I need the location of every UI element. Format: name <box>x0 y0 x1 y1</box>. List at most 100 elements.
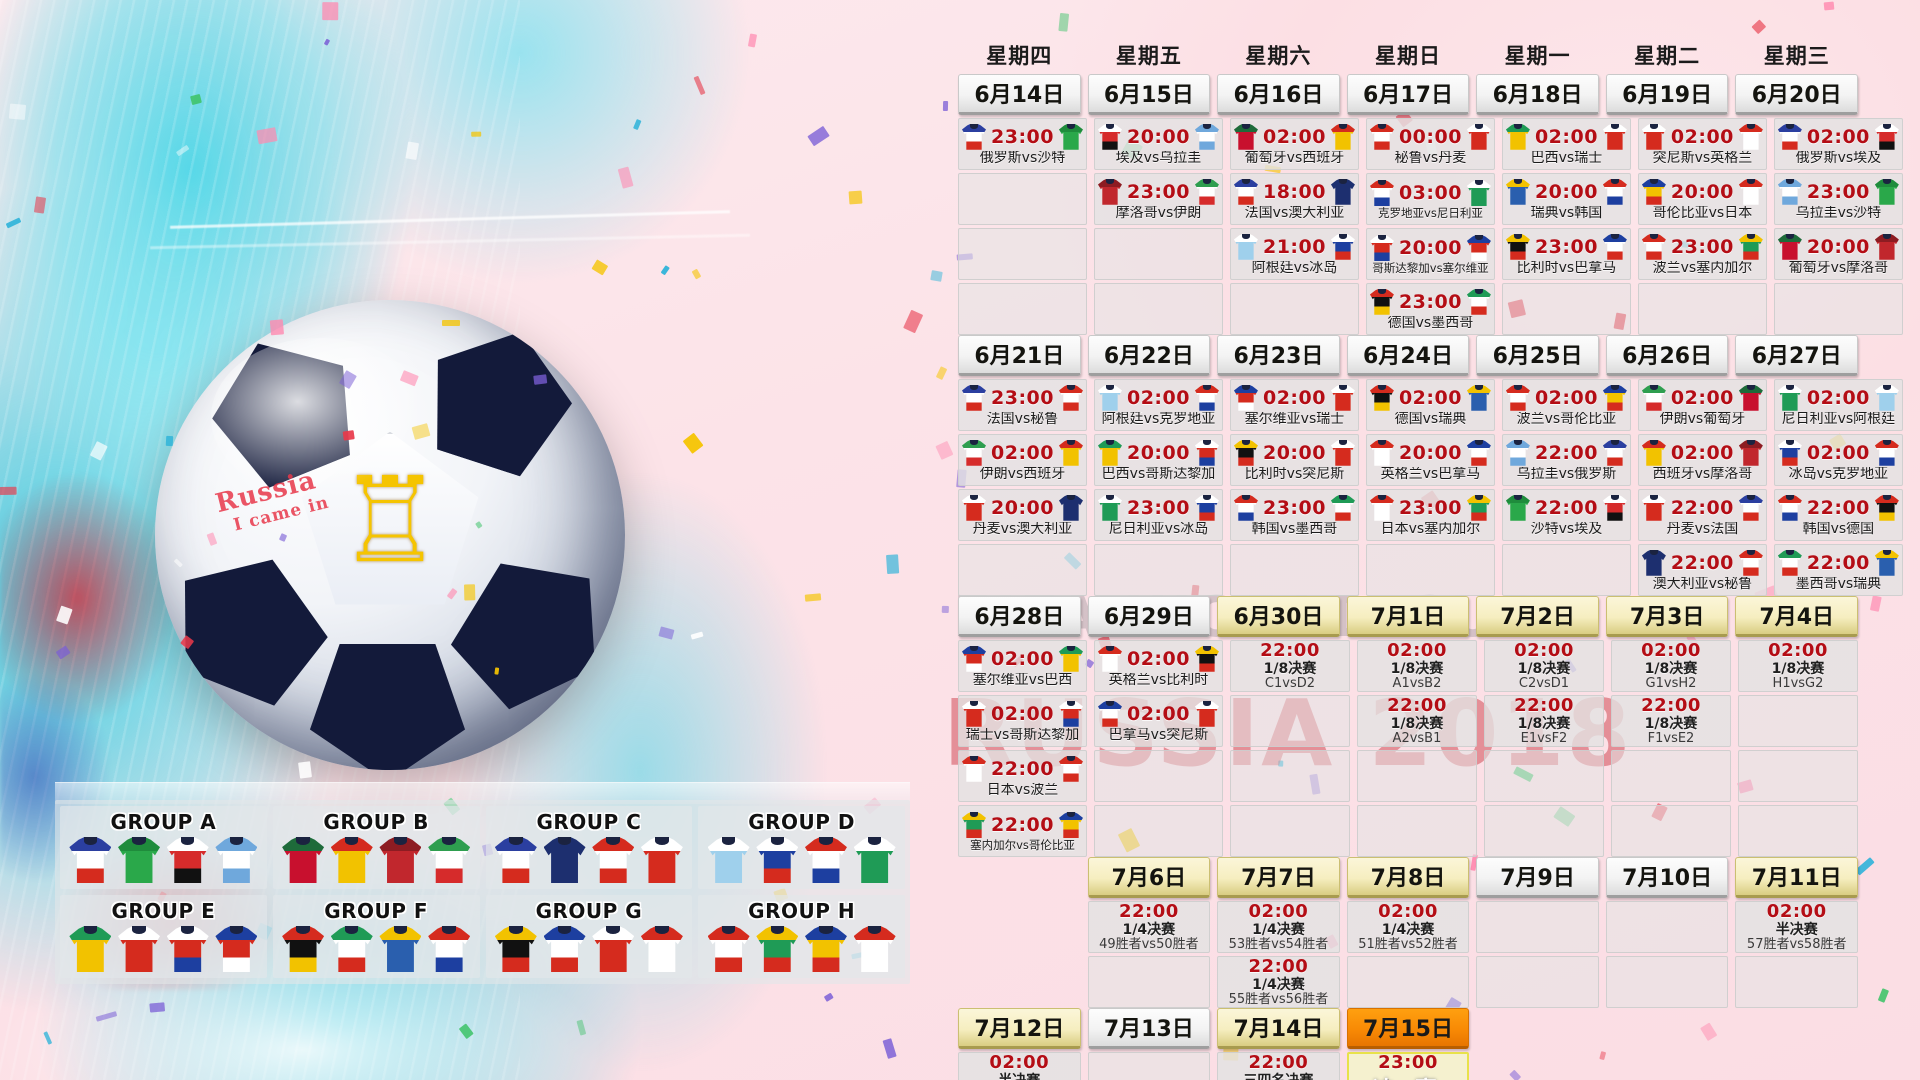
match-card[interactable]: 20:00 葡萄牙vs摩洛哥 <box>1773 228 1903 280</box>
match-card[interactable]: 22:00 韩国vs德国 <box>1773 489 1903 541</box>
match-card[interactable]: 22:00 日本vs波兰 <box>958 750 1087 802</box>
date-header-7月12日[interactable]: 7月12日 <box>958 1008 1081 1049</box>
date-header-6月18日[interactable]: 6月18日 <box>1476 74 1599 115</box>
date-header-6月25日[interactable]: 6月25日 <box>1476 335 1599 376</box>
match-card[interactable]: 22:00 1/8决赛 F1vsE2 <box>1610 695 1731 747</box>
match-card[interactable]: 02:00 俄罗斯vs埃及 <box>1773 118 1903 170</box>
date-header-7月10日[interactable]: 7月10日 <box>1605 857 1729 898</box>
match-card[interactable]: 20:00 英格兰vs巴拿马 <box>1365 434 1495 486</box>
match-card[interactable]: 22:00 丹麦vs法国 <box>1637 489 1767 541</box>
match-card[interactable]: 02:00 葡萄牙vs西班牙 <box>1229 118 1359 170</box>
match-card[interactable]: 02:00 1/4决赛 51胜者vs52胜者 <box>1346 901 1470 953</box>
match-card[interactable]: 22:00 1/8决赛 A2vsB1 <box>1356 695 1477 747</box>
match-card[interactable]: 22:00 澳大利亚vs秘鲁 <box>1637 544 1767 596</box>
match-card[interactable]: 20:00 埃及vs乌拉圭 <box>1093 118 1223 170</box>
match-card[interactable]: 02:00 尼日利亚vs阿根廷 <box>1773 379 1903 431</box>
match-card[interactable]: 02:00 英格兰vs比利时 <box>1093 640 1223 692</box>
match-card[interactable]: 02:00 伊朗vs葡萄牙 <box>1637 379 1767 431</box>
date-header-7月1日[interactable]: 7月1日 <box>1346 596 1470 637</box>
match-card[interactable]: 02:00 瑞士vs哥斯达黎加 <box>958 695 1087 747</box>
date-header-6月22日[interactable]: 6月22日 <box>1087 335 1211 376</box>
date-header-6月30日[interactable]: 6月30日 <box>1217 596 1340 637</box>
date-header-7月14日[interactable]: 7月14日 <box>1217 1008 1340 1049</box>
match-card[interactable]: 02:00 突尼斯vs英格兰 <box>1637 118 1767 170</box>
match-card[interactable]: 02:00 德国vs瑞典 <box>1365 379 1495 431</box>
date-header-6月15日[interactable]: 6月15日 <box>1087 74 1211 115</box>
date-header-6月21日[interactable]: 6月21日 <box>958 335 1081 376</box>
match-card[interactable]: 23:00 尼日利亚vs冰岛 <box>1093 489 1223 541</box>
group-box-group-b[interactable]: GROUP B <box>272 806 480 889</box>
match-card[interactable]: 20:00 比利时vs突尼斯 <box>1229 434 1359 486</box>
match-card[interactable]: 23:00 日本vs塞内加尔 <box>1365 489 1495 541</box>
match-card[interactable]: 22:00 1/8决赛 E1vsF2 <box>1483 695 1604 747</box>
match-card[interactable]: 00:00 秘鲁vs丹麦 <box>1365 118 1495 170</box>
match-card[interactable]: 02:00 西班牙vs摩洛哥 <box>1637 434 1767 486</box>
date-header-7月6日[interactable]: 7月6日 <box>1087 857 1211 898</box>
match-card[interactable]: 23:00决 赛 <box>1346 1052 1470 1080</box>
date-header-6月24日[interactable]: 6月24日 <box>1346 335 1470 376</box>
date-header-7月2日[interactable]: 7月2日 <box>1476 596 1599 637</box>
match-card[interactable]: 18:00 法国vs澳大利亚 <box>1229 173 1359 225</box>
match-card[interactable]: 02:00 1/8决赛 G1vsH2 <box>1610 640 1731 692</box>
match-card[interactable]: 23:00 比利时vs巴拿马 <box>1501 228 1631 280</box>
match-card[interactable]: 02:00 阿根廷vs克罗地亚 <box>1093 379 1223 431</box>
match-card[interactable]: 20:00 巴西vs哥斯达黎加 <box>1093 434 1223 486</box>
match-card[interactable]: 20:00 瑞典vs韩国 <box>1501 173 1631 225</box>
date-header-7月4日[interactable]: 7月4日 <box>1735 596 1858 637</box>
date-header-6月27日[interactable]: 6月27日 <box>1735 335 1858 376</box>
group-box-group-c[interactable]: GROUP C <box>485 806 693 889</box>
match-card[interactable]: 22:00 乌拉圭vs俄罗斯 <box>1501 434 1631 486</box>
date-header-7月8日[interactable]: 7月8日 <box>1346 857 1470 898</box>
match-card[interactable]: 22:00 1/4决赛 55胜者vs56胜者 <box>1217 956 1340 1008</box>
match-card[interactable]: 02:00 冰岛vs克罗地亚 <box>1773 434 1903 486</box>
date-header-6月17日[interactable]: 6月17日 <box>1346 74 1470 115</box>
group-box-group-d[interactable]: GROUP D <box>698 806 905 889</box>
group-box-group-e[interactable]: GROUP E <box>60 895 267 978</box>
match-card[interactable]: 02:00 巴西vs瑞士 <box>1501 118 1631 170</box>
match-card[interactable]: 22:00 1/4决赛 49胜者vs50胜者 <box>1087 901 1211 953</box>
match-card[interactable]: 21:00 阿根廷vs冰岛 <box>1229 228 1359 280</box>
match-card[interactable]: 02:00 1/8决赛 H1vsG2 <box>1737 640 1858 692</box>
match-card[interactable]: 23:00 摩洛哥vs伊朗 <box>1093 173 1223 225</box>
match-card[interactable]: 02:00半决赛59胜者vs60胜者 <box>958 1052 1081 1080</box>
match-card[interactable]: 23:00 波兰vs塞内加尔 <box>1637 228 1767 280</box>
match-card[interactable]: 23:00 德国vs墨西哥 <box>1365 283 1495 335</box>
date-header-7月3日[interactable]: 7月3日 <box>1605 596 1729 637</box>
match-card[interactable]: 03:00 克罗地亚vs尼日利亚 <box>1365 173 1495 225</box>
date-header-7月15日[interactable]: 7月15日 <box>1346 1008 1470 1049</box>
date-header-6月20日[interactable]: 6月20日 <box>1735 74 1858 115</box>
match-card[interactable]: 02:00 巴拿马vs突尼斯 <box>1093 695 1223 747</box>
group-box-group-f[interactable]: GROUP F <box>272 895 480 978</box>
match-card[interactable]: 22:00 1/8决赛 C1vsD2 <box>1229 640 1350 692</box>
date-header-6月19日[interactable]: 6月19日 <box>1605 74 1729 115</box>
match-card[interactable]: 20:00 哥斯达黎加vs塞尔维亚 <box>1365 228 1495 280</box>
group-box-group-g[interactable]: GROUP G <box>485 895 693 978</box>
match-card[interactable]: 20:00 丹麦vs澳大利亚 <box>958 489 1087 541</box>
group-box-group-h[interactable]: GROUP H <box>698 895 905 978</box>
match-card[interactable]: 23:00 俄罗斯vs沙特 <box>958 118 1087 170</box>
match-card[interactable]: 02:00 半决赛 57胜者vs58胜者 <box>1735 901 1858 953</box>
match-card[interactable]: 22:00 沙特vs埃及 <box>1501 489 1631 541</box>
match-card[interactable]: 02:00 1/8决赛 A1vsB2 <box>1356 640 1477 692</box>
match-card[interactable]: 22:00 墨西哥vs瑞典 <box>1773 544 1903 596</box>
date-header-7月13日[interactable]: 7月13日 <box>1087 1008 1211 1049</box>
date-header-7月11日[interactable]: 7月11日 <box>1735 857 1858 898</box>
date-header-6月29日[interactable]: 6月29日 <box>1087 596 1211 637</box>
match-card[interactable]: 22:00三四名决赛61负者vs62负者 <box>1217 1052 1340 1080</box>
date-header-6月16日[interactable]: 6月16日 <box>1217 74 1340 115</box>
match-card[interactable]: 23:00 乌拉圭vs沙特 <box>1773 173 1903 225</box>
date-header-7月9日[interactable]: 7月9日 <box>1476 857 1599 898</box>
match-card[interactable]: 02:00 塞尔维亚vs瑞士 <box>1229 379 1359 431</box>
date-header-6月23日[interactable]: 6月23日 <box>1217 335 1340 376</box>
date-header-6月28日[interactable]: 6月28日 <box>958 596 1081 637</box>
match-card[interactable]: 02:00 波兰vs哥伦比亚 <box>1501 379 1631 431</box>
date-header-6月26日[interactable]: 6月26日 <box>1605 335 1729 376</box>
match-card[interactable]: 02:00 伊朗vs西班牙 <box>958 434 1087 486</box>
match-card[interactable]: 23:00 韩国vs墨西哥 <box>1229 489 1359 541</box>
match-card[interactable]: 20:00 哥伦比亚vs日本 <box>1637 173 1767 225</box>
match-card[interactable]: 02:00 1/4决赛 53胜者vs54胜者 <box>1217 901 1340 953</box>
group-box-group-a[interactable]: GROUP A <box>60 806 267 889</box>
match-card[interactable]: 22:00 塞内加尔vs哥伦比亚 <box>958 805 1087 857</box>
match-card[interactable]: 23:00 法国vs秘鲁 <box>958 379 1087 431</box>
date-header-7月7日[interactable]: 7月7日 <box>1217 857 1340 898</box>
